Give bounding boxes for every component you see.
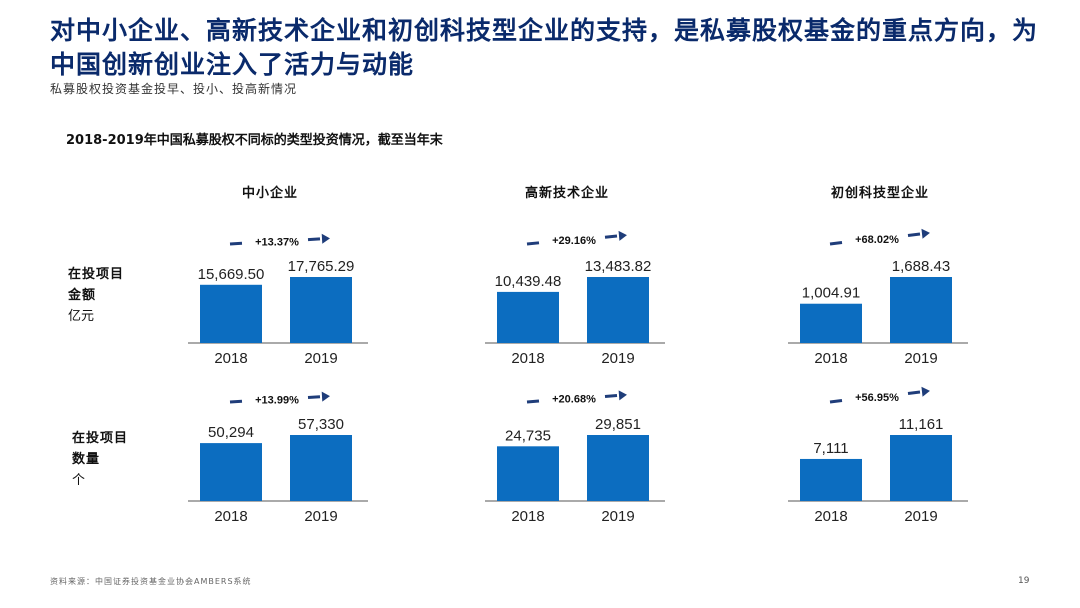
data-label-2018: 24,735 (505, 427, 551, 444)
data-label-2018: 10,439.48 (495, 273, 562, 290)
data-label-2018: 15,669.50 (198, 266, 265, 283)
growth-arrow-head (618, 230, 627, 241)
growth-arrow-shaft (307, 395, 321, 400)
data-label-2019: 1,688.43 (892, 258, 950, 275)
chart-startup-count: 7,111 2018 11,161 2019 +56.95% (788, 386, 968, 525)
category-label-2018: 2018 (814, 508, 847, 525)
chart-hightech-amount: 10,439.48 2018 13,483.82 2019 +29.16% (485, 230, 665, 367)
growth-label: +13.99% (255, 394, 299, 406)
growth-arrow-tail (229, 241, 243, 246)
growth-label: +20.68% (552, 394, 596, 406)
row-label-amount: 在投项目 金额 亿元 (68, 264, 124, 327)
growth-arrow-shaft (604, 393, 618, 398)
category-label-2019: 2019 (904, 350, 937, 367)
chart-hightech-count: 24,735 2018 29,851 2019 +20.68% (485, 390, 665, 525)
panel-title-sme-text: 中小企业 (241, 186, 298, 201)
data-label-2018: 50,294 (208, 424, 254, 441)
growth-arrow-tail (526, 399, 540, 404)
slide-subtitle: 私募股权投资基金投早、投小、投高新情况 (50, 82, 298, 96)
row-label-amount-line2: 金额 (68, 288, 97, 303)
data-label-2018: 1,004.91 (802, 285, 860, 302)
category-label-2019: 2019 (904, 508, 937, 525)
growth-label: +29.16% (552, 235, 596, 247)
data-label-2019: 13,483.82 (585, 258, 652, 275)
category-label-2019: 2019 (601, 350, 634, 367)
growth-arrow-head (921, 386, 930, 397)
bar-2018 (800, 303, 862, 343)
bar-2018 (800, 458, 862, 501)
source-note: 资料来源：中国证券投资基金业协会AMBERS系统 (50, 577, 252, 586)
growth-arrow-tail (229, 399, 243, 404)
growth-arrow-tail (829, 399, 843, 404)
growth-arrow-head (618, 390, 627, 401)
growth-arrow-shaft (907, 232, 921, 237)
row-label-count-unit: 个 (72, 473, 86, 488)
bar-2018 (200, 443, 262, 501)
chart-sme-count: 50,294 2018 57,330 2019 +13.99% (188, 391, 368, 525)
row-label-amount-line1: 在投项目 (68, 267, 125, 282)
bar-2019 (890, 277, 952, 343)
growth-label: +56.95% (855, 392, 899, 404)
growth-arrow-shaft (307, 237, 321, 242)
bar-2019 (290, 435, 352, 501)
category-label-2019: 2019 (601, 508, 634, 525)
growth-label: +68.02% (855, 234, 899, 246)
category-label-2018: 2018 (814, 350, 847, 367)
data-label-2018: 7,111 (813, 440, 848, 457)
bar-2019 (290, 277, 352, 343)
data-label-2019: 57,330 (298, 416, 344, 433)
row-label-count-line1: 在投项目 (72, 431, 129, 446)
data-label-2019: 11,161 (899, 416, 944, 433)
category-label-2019: 2019 (304, 508, 337, 525)
chart-startup-amount: 1,004.91 2018 1,688.43 2019 +68.02% (788, 228, 968, 367)
bar-2018 (497, 446, 559, 501)
category-label-2018: 2018 (214, 508, 247, 525)
growth-arrow-tail (829, 241, 843, 246)
data-label-2019: 29,851 (595, 416, 641, 433)
chart-sme-amount: 15,669.50 2018 17,765.29 2019 +13.37% (188, 233, 368, 367)
category-label-2018: 2018 (511, 350, 544, 367)
growth-arrow-tail (526, 241, 540, 246)
bar-2019 (587, 435, 649, 501)
row-label-amount-unit: 亿元 (68, 309, 95, 324)
page-number: 19 (1018, 576, 1030, 586)
category-label-2018: 2018 (214, 350, 247, 367)
growth-arrow-head (321, 391, 330, 402)
slide-title: 对中小企业、高新技术企业和初创科技型企业的支持，是私募股权基金的重点方向，为中国… (50, 16, 1039, 79)
panel-title-hightech-text: 高新技术企业 (524, 186, 609, 201)
chart-heading: 2018-2019年中国私募股权不同标的类型投资情况，截至当年末 (66, 133, 443, 148)
data-label-2019: 17,765.29 (288, 258, 355, 275)
growth-arrow-shaft (604, 234, 618, 239)
category-label-2019: 2019 (304, 350, 337, 367)
category-label-2018: 2018 (511, 508, 544, 525)
bar-2019 (890, 435, 952, 501)
growth-arrow-shaft (907, 390, 921, 395)
growth-label: +13.37% (255, 236, 299, 248)
bar-2018 (497, 291, 559, 343)
panel-title-startup-text: 初创科技型企业 (830, 186, 929, 201)
growth-arrow-head (321, 233, 330, 244)
bar-2019 (587, 277, 649, 343)
bar-2018 (200, 284, 262, 343)
row-label-count: 在投项目 数量 个 (72, 428, 128, 491)
growth-arrow-head (921, 228, 930, 239)
row-label-count-line2: 数量 (72, 452, 101, 467)
